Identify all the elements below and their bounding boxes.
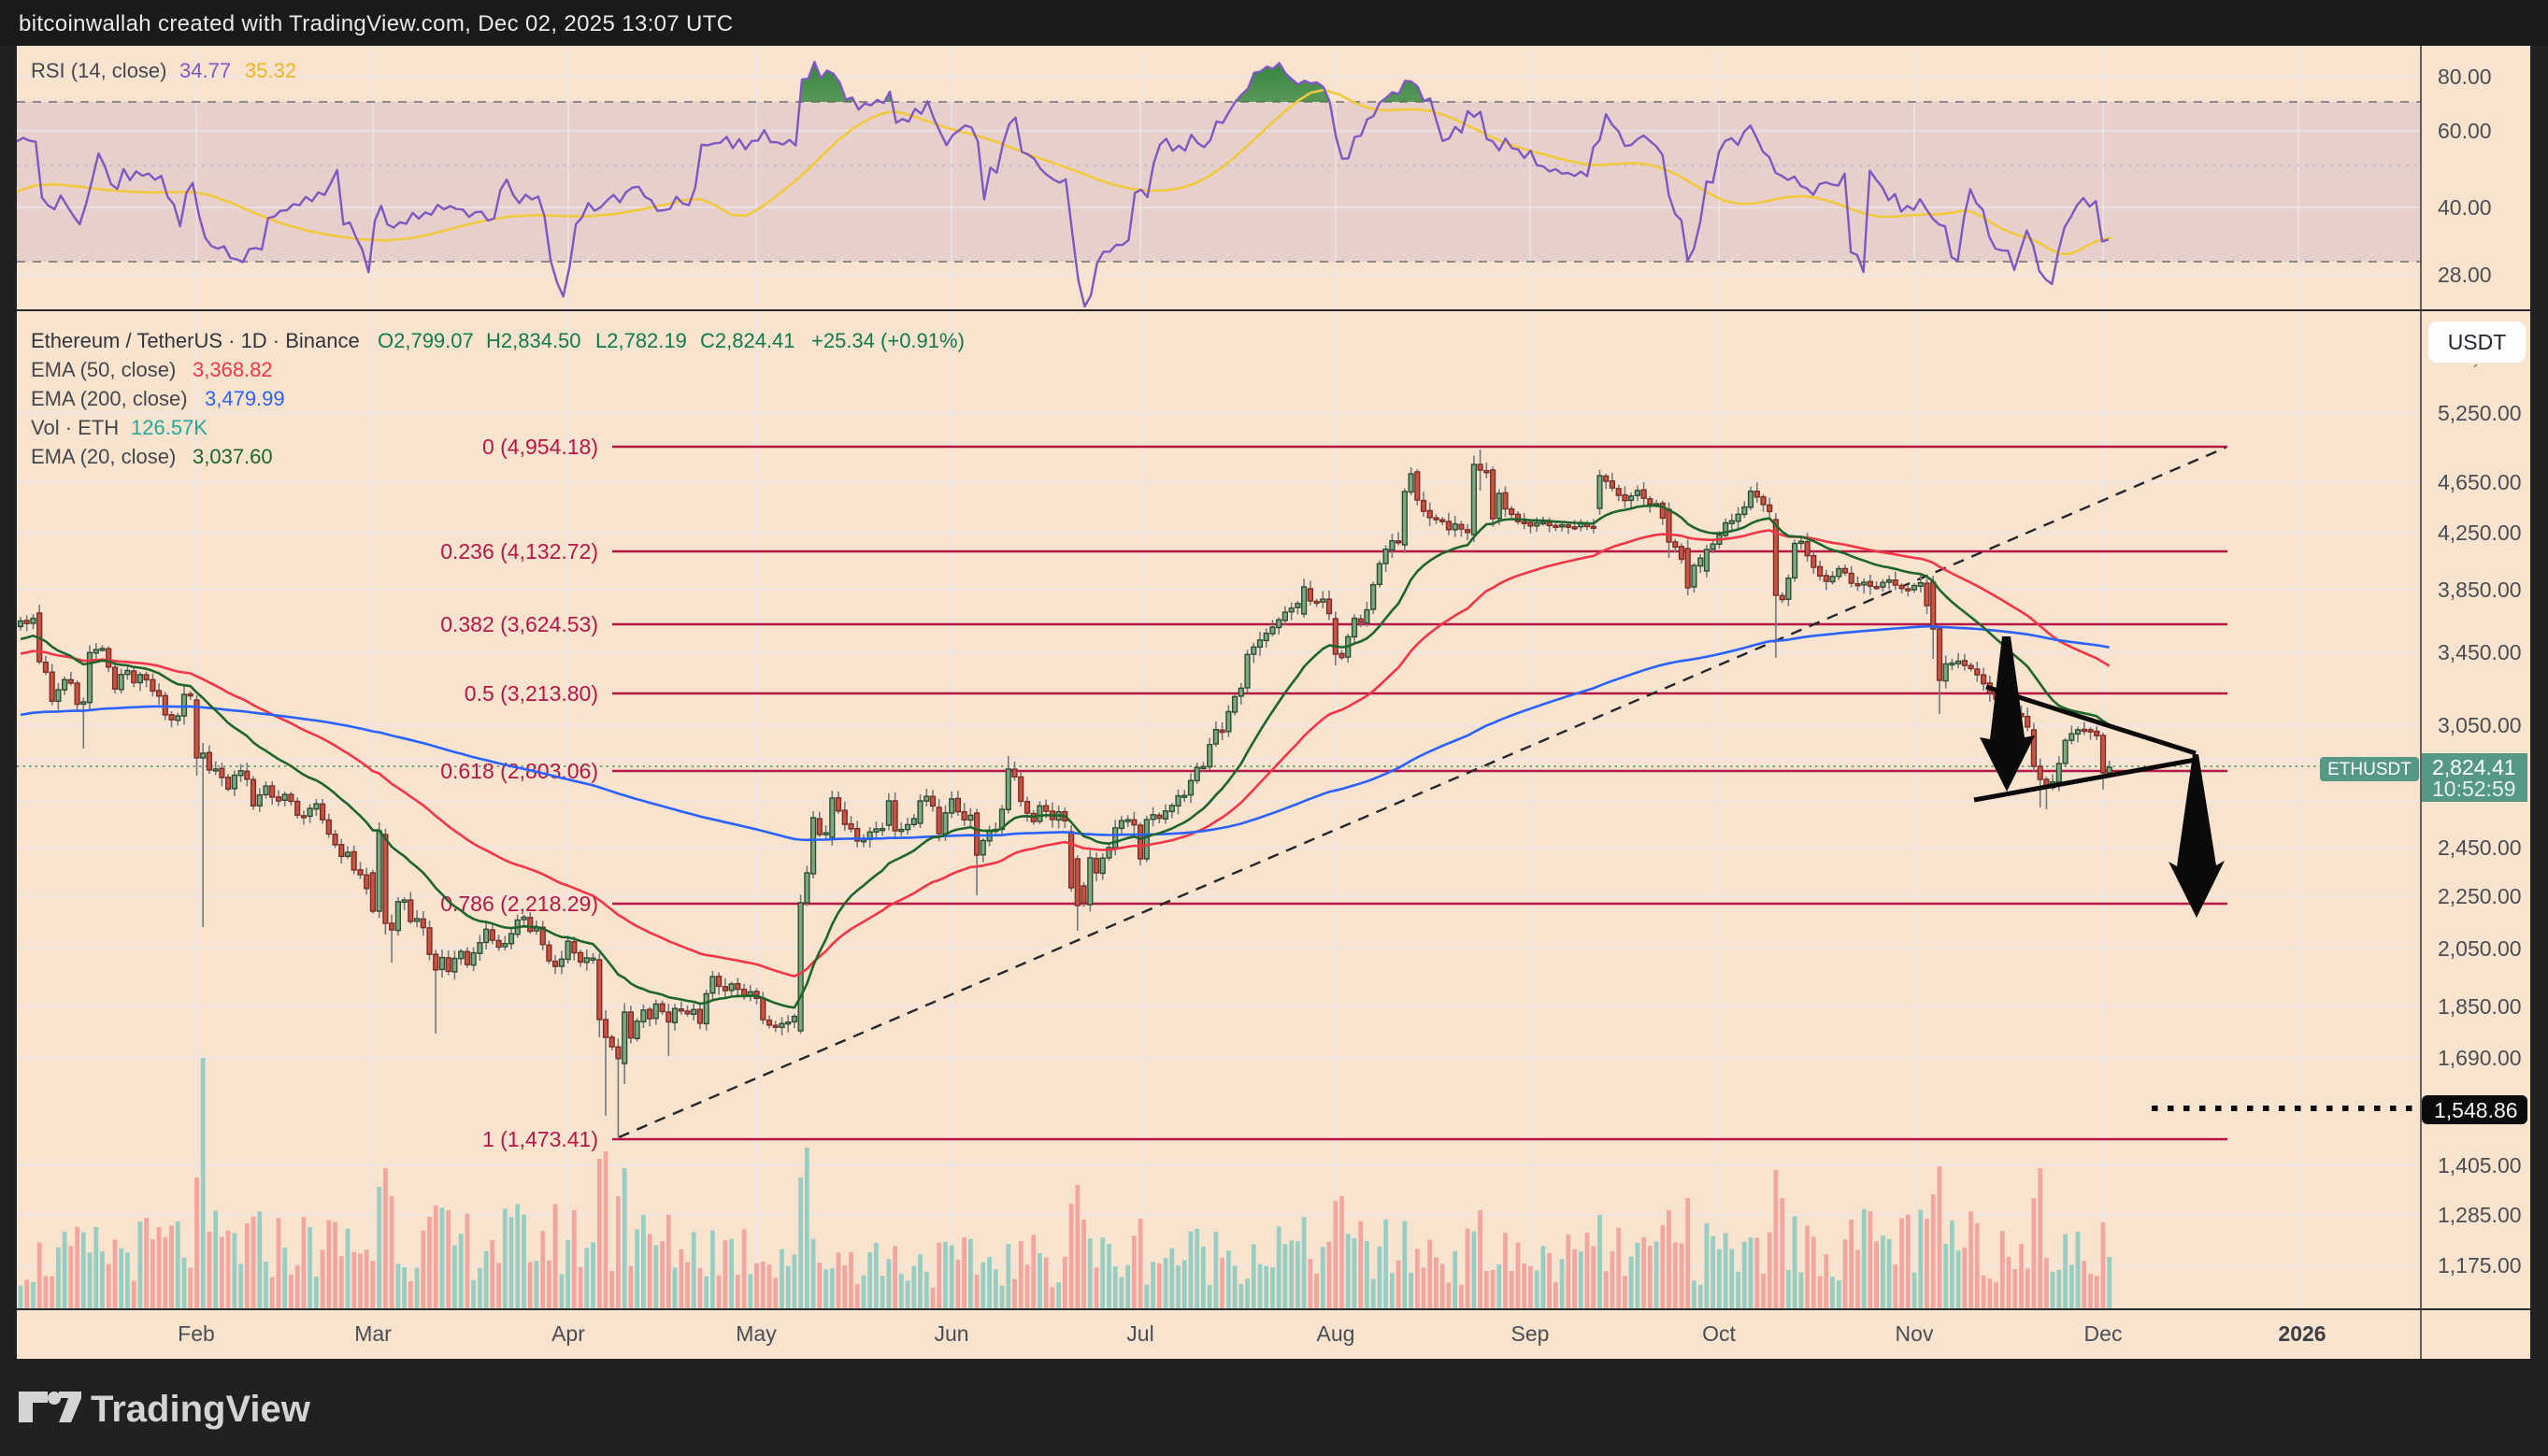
svg-text:2,824.41: 2,824.41: [2432, 755, 2516, 779]
svg-text:3,037.60: 3,037.60: [193, 445, 273, 468]
svg-text:USDT: USDT: [2448, 330, 2507, 354]
svg-text:10:52:59: 10:52:59: [2432, 777, 2516, 801]
svg-text:Nov: Nov: [1896, 1321, 1934, 1346]
svg-text:1 (1,473.41): 1 (1,473.41): [482, 1127, 598, 1151]
svg-text:L2,782.19: L2,782.19: [595, 329, 687, 352]
svg-text:0.236 (4,132.72): 0.236 (4,132.72): [440, 539, 598, 564]
svg-text:+25.34 (+0.91%): +25.34 (+0.91%): [811, 329, 965, 352]
svg-text:EMA (50, close): EMA (50, close): [31, 358, 176, 381]
svg-text:60.00: 60.00: [2438, 119, 2492, 143]
svg-text:3,850.00: 3,850.00: [2438, 578, 2522, 602]
svg-text:0 (4,954.18): 0 (4,954.18): [482, 435, 598, 459]
svg-text:34.77: 34.77: [179, 59, 231, 82]
svg-text:0.382 (3,624.53): 0.382 (3,624.53): [440, 612, 598, 636]
svg-text:Dec: Dec: [2084, 1321, 2123, 1346]
svg-text:Ethereum / TetherUS · 1D · Bin: Ethereum / TetherUS · 1D · Binance: [31, 329, 360, 352]
svg-text:3,479.99: 3,479.99: [205, 387, 285, 410]
svg-text:28.00: 28.00: [2438, 263, 2492, 287]
svg-text:1,690.00: 1,690.00: [2438, 1046, 2522, 1070]
svg-text:C2,824.41: C2,824.41: [700, 329, 795, 352]
svg-text:ETHUSDT: ETHUSDT: [2327, 760, 2412, 779]
svg-text:3,450.00: 3,450.00: [2438, 640, 2522, 664]
svg-text:35.32: 35.32: [245, 59, 296, 82]
svg-text:Oct: Oct: [1702, 1321, 1736, 1346]
svg-text:3,368.82: 3,368.82: [193, 358, 273, 381]
svg-text:Apr: Apr: [551, 1321, 585, 1346]
svg-text:0.618 (2,803.06): 0.618 (2,803.06): [440, 759, 598, 783]
svg-text:1,405.00: 1,405.00: [2438, 1153, 2522, 1178]
svg-text:EMA (200, close): EMA (200, close): [31, 387, 188, 410]
svg-text:H2,834.50: H2,834.50: [486, 329, 581, 352]
svg-text:1,850.00: 1,850.00: [2438, 994, 2522, 1019]
svg-text:TradingView: TradingView: [91, 1389, 311, 1430]
svg-text:Vol · ETH: Vol · ETH: [31, 416, 119, 439]
svg-text:0.786 (2,218.29): 0.786 (2,218.29): [440, 892, 598, 916]
svg-text:Mar: Mar: [354, 1321, 392, 1346]
svg-text:EMA (20, close): EMA (20, close): [31, 445, 176, 468]
svg-text:Aug: Aug: [1317, 1321, 1355, 1346]
svg-text:1,175.00: 1,175.00: [2438, 1253, 2522, 1278]
svg-text:2,450.00: 2,450.00: [2438, 835, 2522, 860]
svg-text:126.57K: 126.57K: [131, 416, 208, 439]
svg-text:4,650.00: 4,650.00: [2438, 470, 2522, 494]
svg-text:May: May: [736, 1321, 777, 1346]
svg-text:2026: 2026: [2278, 1321, 2326, 1346]
svg-text:1,548.86: 1,548.86: [2434, 1098, 2518, 1122]
svg-text:40.00: 40.00: [2438, 195, 2492, 220]
svg-text:Sep: Sep: [1511, 1321, 1550, 1346]
svg-text:3,050.00: 3,050.00: [2438, 713, 2522, 737]
svg-text:5,250.00: 5,250.00: [2438, 401, 2522, 425]
svg-text:bitcoinwallah created with Tra: bitcoinwallah created with TradingView.c…: [19, 11, 733, 36]
svg-text:80.00: 80.00: [2438, 64, 2492, 89]
svg-text:Feb: Feb: [178, 1321, 215, 1346]
svg-text:´: ´: [2473, 363, 2479, 381]
svg-text:Jul: Jul: [1126, 1321, 1153, 1346]
svg-text:4,250.00: 4,250.00: [2438, 521, 2522, 545]
svg-text:RSI (14, close): RSI (14, close): [31, 59, 167, 82]
svg-text:2,250.00: 2,250.00: [2438, 884, 2522, 908]
svg-text:2,050.00: 2,050.00: [2438, 936, 2522, 961]
svg-text:0.5 (3,213.80): 0.5 (3,213.80): [465, 681, 598, 706]
svg-text:Jun: Jun: [934, 1321, 968, 1346]
svg-text:1,285.00: 1,285.00: [2438, 1203, 2522, 1227]
svg-text:O2,799.07: O2,799.07: [378, 329, 474, 352]
